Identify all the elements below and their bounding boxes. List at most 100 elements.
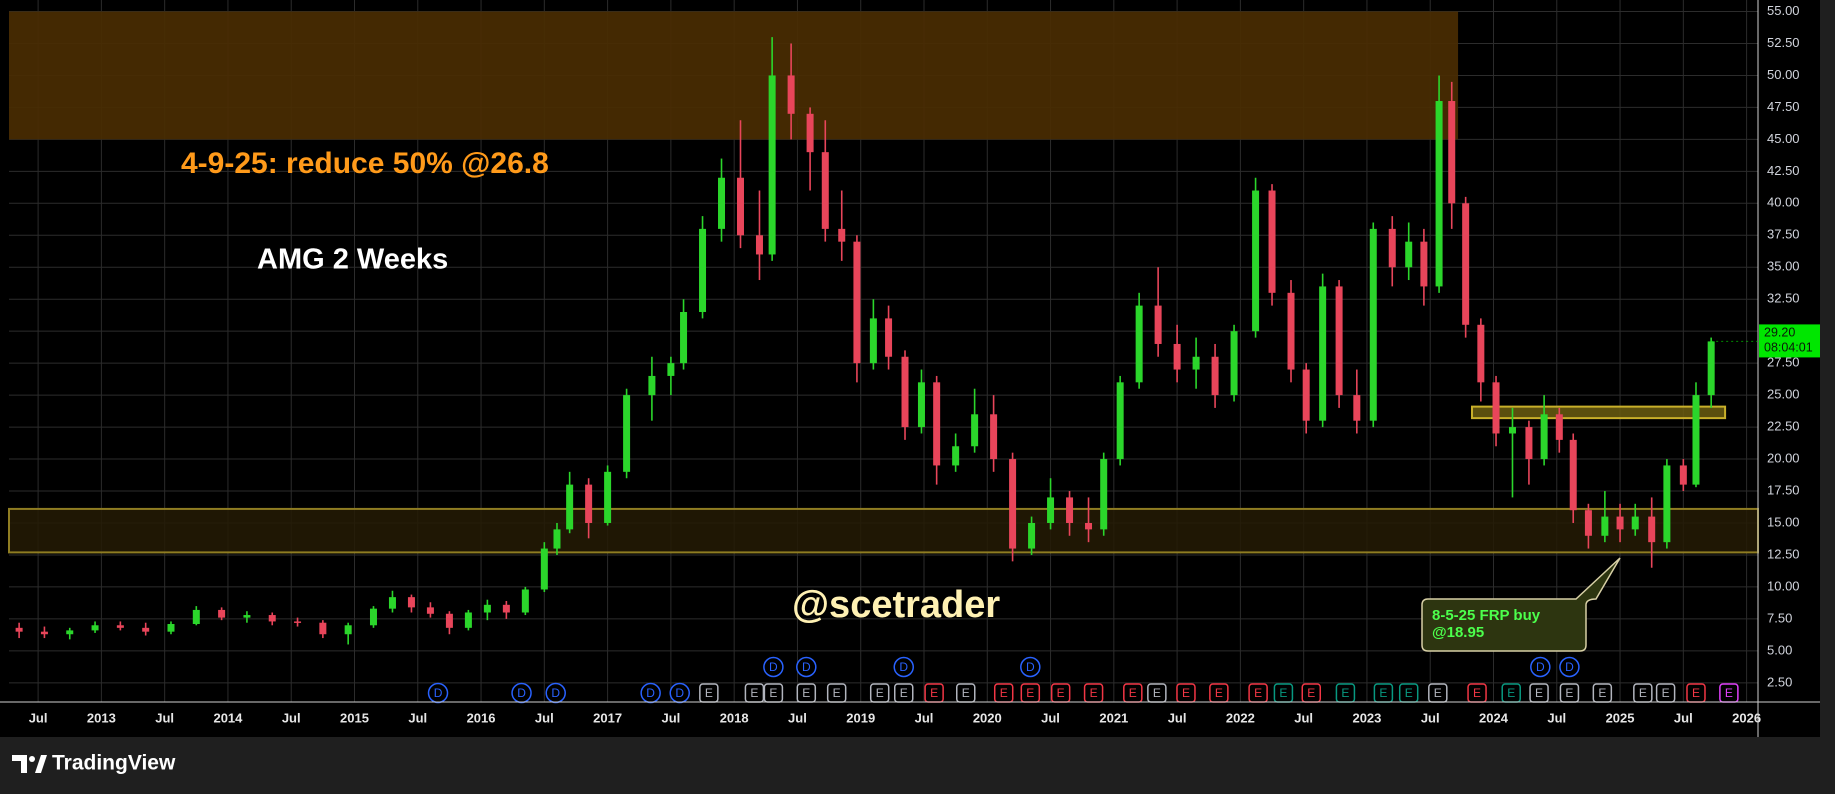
earnings-label: E — [1129, 686, 1137, 700]
candle-body — [971, 414, 979, 447]
last-price-tag — [1759, 324, 1820, 358]
y-tick-label: 2.50 — [1767, 674, 1792, 689]
candle-body — [483, 604, 491, 613]
candle-body — [1287, 292, 1295, 370]
candle-body — [1154, 305, 1162, 344]
dividend-label: D — [675, 686, 684, 700]
y-tick-label: 27.50 — [1767, 355, 1800, 370]
countdown-label: 08:04:01 — [1764, 341, 1813, 355]
candle-body — [464, 612, 472, 628]
earnings-label: E — [900, 686, 908, 700]
earnings-label: E — [1434, 686, 1442, 700]
candle-body — [1230, 331, 1238, 396]
candle-body — [787, 75, 795, 114]
x-tick-label: Jul — [788, 710, 807, 725]
x-tick-label: Jul — [1168, 710, 1187, 725]
earnings-label: E — [1565, 686, 1573, 700]
x-tick-label: 2017 — [593, 710, 622, 725]
x-tick-label: 2016 — [467, 710, 496, 725]
candle-body — [821, 152, 829, 229]
earnings-label: E — [1379, 686, 1387, 700]
y-tick-label: 25.00 — [1767, 387, 1800, 402]
candle-body — [1525, 427, 1533, 460]
earnings-label: E — [1057, 686, 1065, 700]
callout-line: @18.95 — [1432, 624, 1484, 641]
earnings-label: E — [1254, 686, 1262, 700]
candle-body — [445, 613, 453, 628]
x-tick-label: 2024 — [1479, 710, 1509, 725]
earnings-label: E — [1182, 686, 1190, 700]
candle-body — [1448, 101, 1456, 204]
earnings-label: E — [1279, 686, 1287, 700]
x-tick-label: 2014 — [213, 710, 243, 725]
earnings-label: E — [1598, 686, 1606, 700]
y-tick-label: 15.00 — [1767, 514, 1800, 529]
candle-body — [540, 548, 548, 590]
candle-body — [1648, 516, 1656, 543]
earnings-label: E — [876, 686, 884, 700]
y-tick-label: 37.50 — [1767, 227, 1800, 242]
brand-logo: TradingView — [12, 752, 176, 775]
x-tick-label: 2021 — [1099, 710, 1128, 725]
callout-line: 8-5-25 FRP buy — [1432, 607, 1541, 624]
brand-name: TradingView — [52, 752, 176, 775]
side-strip — [1820, 0, 1835, 737]
candle-body — [680, 312, 688, 364]
candle-body — [736, 177, 744, 236]
candle-body — [1100, 459, 1108, 530]
x-tick-label: 2025 — [1606, 710, 1635, 725]
candle-body — [1540, 414, 1548, 460]
dividend-label: D — [1026, 660, 1035, 674]
candle-body — [755, 235, 763, 255]
x-tick-label: Jul — [661, 710, 680, 725]
x-tick-label: 2020 — [973, 710, 1002, 725]
x-tick-label: 2022 — [1226, 710, 1255, 725]
callout-box — [1421, 557, 1621, 652]
x-tick-label: Jul — [1421, 710, 1440, 725]
dividend-label: D — [899, 660, 908, 674]
candle-body — [1405, 241, 1413, 268]
y-tick-label: 5.00 — [1767, 642, 1792, 657]
candle-body — [1616, 516, 1624, 530]
candle-body — [1679, 465, 1687, 485]
y-tick-label: 47.50 — [1767, 99, 1800, 114]
earnings-label: E — [750, 686, 758, 700]
candle-body — [268, 615, 276, 622]
candle-body — [1335, 286, 1343, 396]
candle-body — [1663, 465, 1671, 543]
dividend-marker — [893, 656, 914, 678]
earnings-label: E — [1215, 686, 1223, 700]
y-tick-label: 45.00 — [1767, 131, 1800, 146]
candle-body — [806, 113, 814, 153]
candle-body — [218, 609, 226, 618]
candle-body — [1211, 356, 1219, 396]
candle-body — [838, 228, 846, 242]
candle-body — [1047, 497, 1055, 523]
earnings-label: E — [1535, 686, 1543, 700]
y-tick-label: 52.50 — [1767, 35, 1800, 50]
callout: 8-5-25 FRP buy @18.95 — [1421, 557, 1621, 652]
y-tick-label: 7.50 — [1767, 610, 1792, 625]
dividend-marker — [1559, 656, 1580, 678]
candle-body — [1192, 356, 1200, 370]
earnings-label: E — [1153, 686, 1161, 700]
candle-body — [648, 375, 656, 396]
x-tick-label: Jul — [1294, 710, 1313, 725]
candle-body — [40, 631, 48, 635]
candle-body — [1435, 101, 1443, 287]
candle-body — [1601, 516, 1609, 536]
watermark: @scetrader — [792, 584, 1000, 626]
x-tick-label: Jul — [1674, 710, 1693, 725]
candle-body — [167, 624, 175, 632]
x-tick-label: Jul — [915, 710, 934, 725]
dividend-label: D — [646, 686, 655, 700]
candle-body — [15, 627, 23, 632]
candle-body — [1388, 228, 1396, 268]
earnings-label: E — [1090, 686, 1098, 700]
y-tick-label: 10.00 — [1767, 578, 1800, 593]
candle-body — [1631, 516, 1639, 530]
candle-body — [1555, 414, 1563, 440]
x-tick-label: 2015 — [340, 710, 369, 725]
candle-body — [1116, 382, 1124, 460]
